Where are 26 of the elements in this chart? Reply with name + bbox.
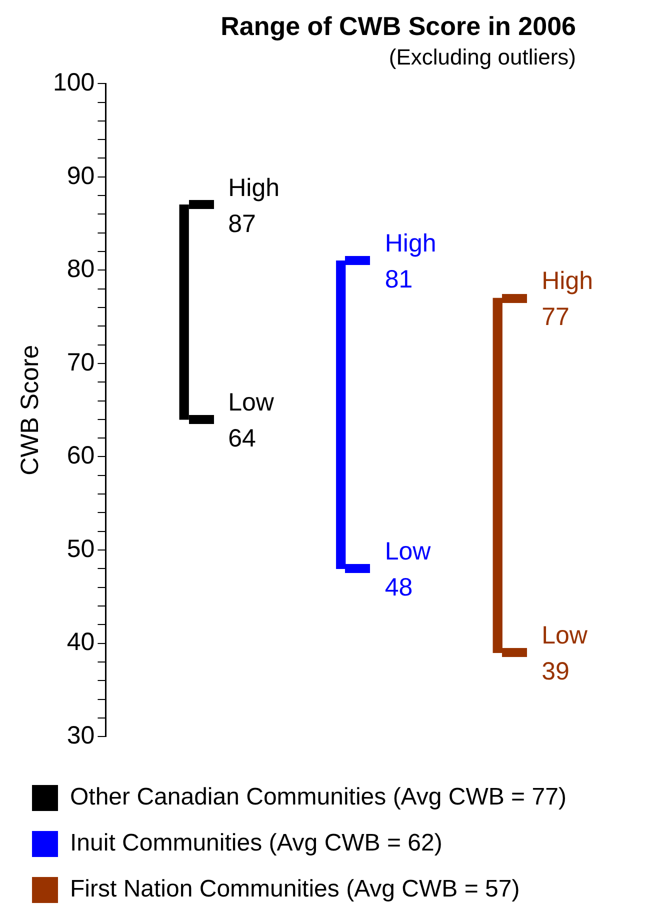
annotation: Low: [542, 622, 588, 650]
annotation: 81: [384, 266, 413, 294]
y-tick-label: 80: [66, 255, 95, 284]
y-tick-label: 70: [66, 348, 95, 376]
annotation: 87: [228, 210, 256, 238]
y-tick-label: 90: [66, 162, 95, 190]
annotation: High: [542, 267, 594, 296]
legend-label: Inuit Communities (Avg CWB = 62): [70, 830, 442, 857]
chart-subtitle: (Excluding outliers): [388, 44, 576, 70]
annotation: High: [384, 230, 436, 258]
legend-label: First Nation Communities (Avg CWB = 57): [70, 876, 520, 903]
y-tick-label: 40: [66, 628, 95, 656]
y-tick-label: 50: [66, 534, 95, 563]
annotation: 64: [228, 424, 256, 452]
y-tick-label: 30: [66, 721, 95, 750]
y-axis-title: CWB Score: [16, 344, 44, 476]
annotation: 39: [542, 658, 570, 686]
annotation: Low: [384, 538, 432, 566]
annotation: 48: [384, 574, 413, 602]
legend-label: Other Canadian Communities (Avg CWB = 77): [70, 784, 566, 811]
y-tick-label: 100: [52, 68, 95, 96]
annotation: Low: [228, 388, 275, 416]
chart-title: Range of CWB Score in 2006: [220, 10, 576, 41]
annotation: 77: [542, 303, 570, 332]
annotation: High: [228, 174, 280, 202]
y-tick-label: 60: [66, 442, 95, 470]
